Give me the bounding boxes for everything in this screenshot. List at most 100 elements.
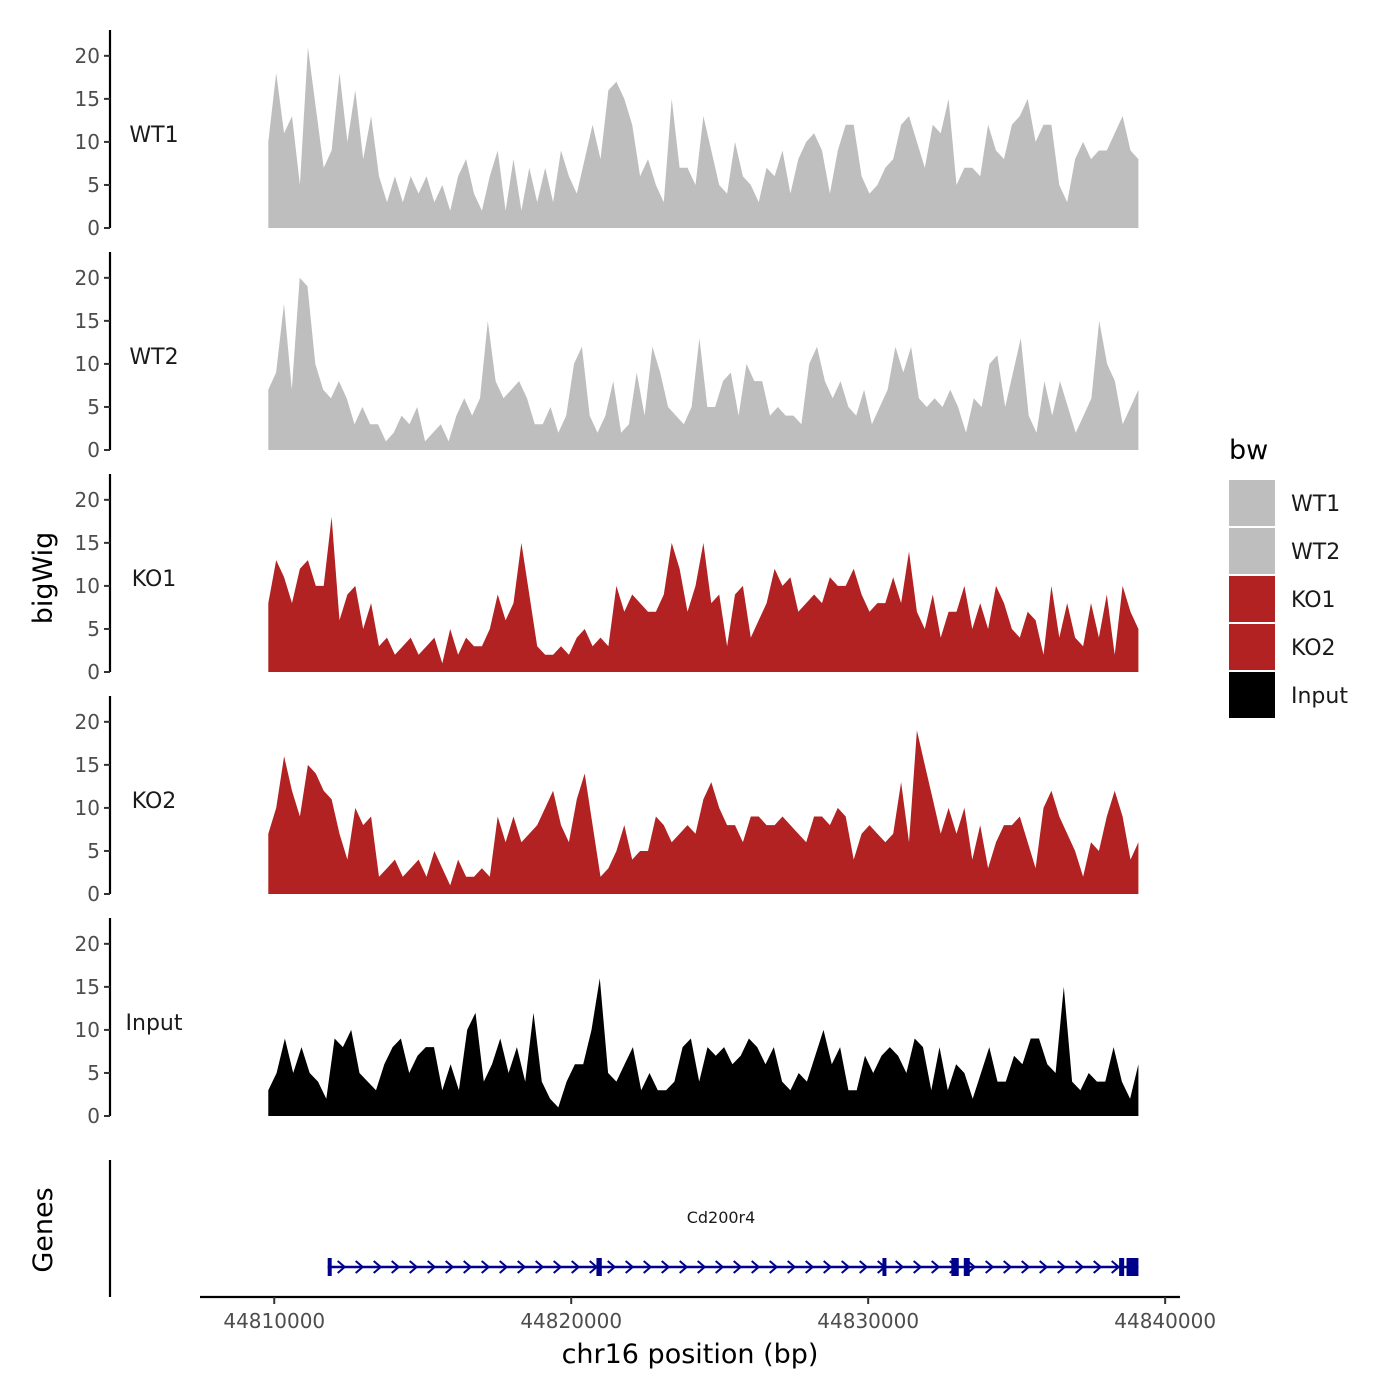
strand-arrow: [553, 1260, 563, 1274]
strand-arrow: [373, 1260, 383, 1274]
strand-arrow: [1075, 1260, 1085, 1274]
y-tick-label: 0: [87, 660, 100, 684]
y-tick-label: 10: [75, 574, 100, 598]
y-tick-label: 20: [75, 710, 100, 734]
strand-arrow: [985, 1260, 995, 1274]
legend-label: Input: [1291, 684, 1348, 709]
y-axis-title: bigWig: [28, 532, 59, 625]
y-tick-label: 0: [87, 882, 100, 906]
strand-arrow: [733, 1260, 743, 1274]
strand-arrow: [661, 1260, 671, 1274]
y-tick-label: 0: [87, 216, 100, 240]
y-tick-label: 10: [75, 1018, 100, 1042]
track-wt1: 0 5 10 15 20 WT1: [75, 30, 1139, 240]
legend-key: [1229, 576, 1275, 622]
strand-arrow: [463, 1260, 473, 1274]
y-tick-label: 15: [75, 87, 100, 111]
strand-arrow: [337, 1260, 347, 1274]
x-tick-label: 44820000: [520, 1309, 622, 1333]
gene-panel: Cd200r4: [108, 1160, 1139, 1297]
signal-area: [268, 730, 1139, 894]
strand-arrow: [913, 1260, 923, 1274]
strand-arrow: [391, 1260, 401, 1274]
track-label: Input: [126, 1011, 183, 1036]
track-label: WT1: [129, 123, 178, 148]
strand-arrow: [481, 1260, 491, 1274]
strand-arrow: [769, 1260, 779, 1274]
y-tick-label: 0: [87, 438, 100, 462]
signal-tracks: 0 5 10 15 20 WT1 0 5 10 15 20 WT2 0 5 10 15 20 KO1 0 5 10 15 2…: [75, 30, 1139, 1128]
strand-arrow: [679, 1260, 689, 1274]
strand-arrow: [823, 1260, 833, 1274]
y-tick-label: 15: [75, 531, 100, 555]
y-tick-label: 15: [75, 753, 100, 777]
strand-arrow: [1057, 1260, 1067, 1274]
strand-arrow: [859, 1260, 869, 1274]
y-tick-label: 20: [75, 44, 100, 68]
strand-arrow: [517, 1260, 527, 1274]
y-tick-label: 20: [75, 932, 100, 956]
strand-arrow: [715, 1260, 725, 1274]
legend-key: [1229, 624, 1275, 670]
legend-title: bw: [1229, 435, 1268, 466]
track-wt2: 0 5 10 15 20 WT2: [75, 252, 1139, 462]
y-tick-label: 20: [75, 266, 100, 290]
legend-label: WT2: [1291, 540, 1340, 565]
gene-exon: [951, 1258, 959, 1276]
signal-area: [268, 47, 1139, 229]
strand-arrow: [427, 1260, 437, 1274]
x-tick-label: 44810000: [223, 1309, 325, 1333]
strand-arrow: [967, 1260, 977, 1274]
gene-exon: [882, 1258, 887, 1276]
strand-arrow: [1093, 1260, 1103, 1274]
y-tick-label: 10: [75, 796, 100, 820]
y-tick-label: 5: [87, 395, 100, 419]
signal-area: [268, 277, 1139, 450]
strand-arrow: [445, 1260, 455, 1274]
genes-axis-title: Genes: [28, 1187, 59, 1272]
track-input: 0 5 10 15 20 Input: [75, 918, 1139, 1128]
x-axis-title: chr16 position (bp): [562, 1339, 819, 1370]
gene-exon: [1119, 1258, 1125, 1276]
strand-arrow: [607, 1260, 617, 1274]
strand-arrow: [1021, 1260, 1031, 1274]
track-ko1: 0 5 10 15 20 KO1: [75, 474, 1139, 684]
gene-exon: [596, 1258, 602, 1276]
signal-area: [268, 978, 1139, 1116]
x-tick-label: 44840000: [1114, 1309, 1216, 1333]
legend: bw WT1 WT2 KO1 KO2 Input: [1229, 435, 1348, 718]
strand-arrow: [535, 1260, 545, 1274]
y-tick-label: 5: [87, 839, 100, 863]
strand-arrow: [409, 1260, 419, 1274]
x-tick-label: 44830000: [817, 1309, 919, 1333]
strand-arrow: [643, 1260, 653, 1274]
strand-arrow: [751, 1260, 761, 1274]
y-tick-label: 0: [87, 1104, 100, 1128]
strand-arrow: [841, 1260, 851, 1274]
signal-area: [268, 517, 1139, 672]
strand-arrow: [805, 1260, 815, 1274]
x-axis: 44810000 44820000 44830000 44840000: [200, 1295, 1216, 1333]
y-tick-label: 15: [75, 975, 100, 999]
legend-label: KO1: [1291, 588, 1336, 613]
strand-arrow: [625, 1260, 635, 1274]
gene-exon: [963, 1258, 970, 1276]
strand-arrow: [355, 1260, 365, 1274]
track-label: WT2: [129, 345, 178, 370]
strand-arrow: [1003, 1260, 1013, 1274]
strand-arrow: [931, 1260, 941, 1274]
track-label: KO1: [132, 567, 177, 592]
legend-label: WT1: [1291, 492, 1340, 517]
gene-exon: [1126, 1258, 1139, 1276]
strand-arrow: [697, 1260, 707, 1274]
strand-arrow: [787, 1260, 797, 1274]
gene-exon: [327, 1258, 332, 1276]
legend-key: [1229, 672, 1275, 718]
legend-key: [1229, 480, 1275, 526]
strand-arrow: [571, 1260, 581, 1274]
strand-arrow: [499, 1260, 509, 1274]
legend-label: KO2: [1291, 636, 1336, 661]
y-tick-label: 5: [87, 617, 100, 641]
y-tick-label: 20: [75, 488, 100, 512]
